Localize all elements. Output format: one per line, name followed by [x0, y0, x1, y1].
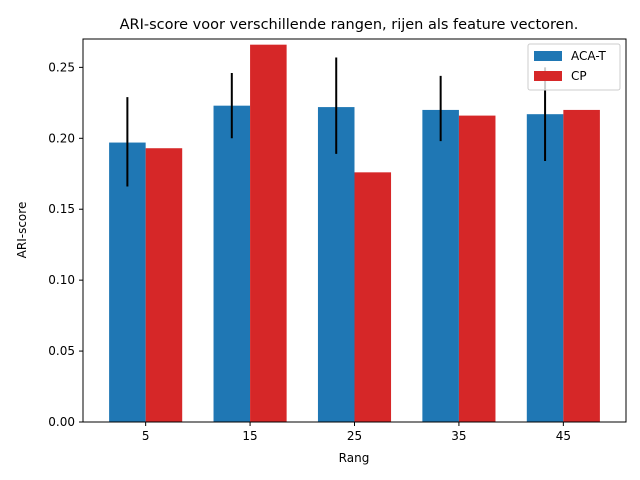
- bar-cp-15: [250, 44, 287, 422]
- y-tick-label: 0.25: [48, 60, 75, 74]
- y-tick-label: 0.05: [48, 344, 75, 358]
- legend-swatch-aca-t: [534, 51, 562, 61]
- bar-cp-5: [145, 148, 183, 422]
- legend-label-aca-t: ACA-T: [571, 49, 607, 63]
- chart-title: ARI-score voor verschillende rangen, rij…: [120, 17, 579, 33]
- bar-cp-45: [563, 109, 600, 422]
- y-tick-label: 0.10: [48, 273, 75, 287]
- y-axis-ticks: 0.00 0.05 0.10 0.15 0.20 0.25: [48, 60, 83, 429]
- bar-aca-t-5: [109, 142, 146, 422]
- y-tick-label: 0.20: [48, 131, 75, 145]
- x-tick-label: 5: [142, 429, 150, 443]
- y-tick-label: 0.15: [48, 202, 75, 216]
- bar-aca-t-45: [526, 114, 564, 422]
- legend-swatch-cp: [534, 71, 562, 81]
- bar-aca-t-35: [422, 109, 459, 422]
- legend: ACA-T CP: [527, 43, 621, 91]
- legend-label-cp: CP: [571, 69, 587, 83]
- bars-layer: [109, 44, 600, 422]
- y-axis-label: ARI-score: [15, 202, 29, 259]
- bar-aca-t-25: [317, 107, 355, 422]
- x-tick-label: 15: [242, 429, 257, 443]
- x-tick-label: 35: [451, 429, 466, 443]
- bar-aca-t-15: [213, 105, 251, 422]
- x-axis-ticks: 5 15 25 35 45: [142, 422, 571, 443]
- bar-cp-35: [458, 115, 496, 422]
- x-tick-label: 45: [556, 429, 571, 443]
- bar-cp-25: [354, 172, 392, 422]
- plot-frame: [82, 38, 627, 423]
- x-tick-label: 25: [347, 429, 362, 443]
- y-tick-label: 0.00: [48, 415, 75, 429]
- x-axis-label: Rang: [339, 451, 370, 465]
